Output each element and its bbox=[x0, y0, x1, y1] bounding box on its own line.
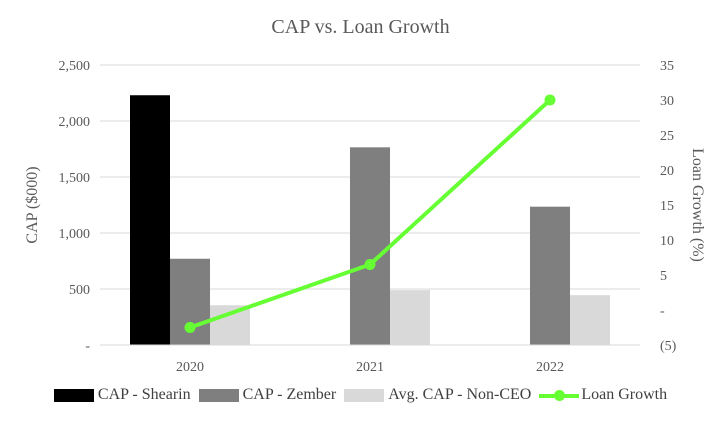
legend-item-non-ceo: Avg. CAP - Non-CEO bbox=[344, 386, 531, 404]
y2-tick-label: 20 bbox=[660, 164, 674, 179]
y2-axis-label: Loan Growth (%) bbox=[689, 148, 706, 262]
legend-swatch-loan-growth bbox=[539, 389, 580, 402]
legend-label-loan-growth: Loan Growth bbox=[581, 386, 668, 403]
bar-cap-shearin bbox=[130, 95, 170, 346]
bar-cap-zember bbox=[350, 147, 390, 345]
legend-swatch-zember bbox=[198, 388, 239, 402]
legend-item-shearin: CAP - Shearin bbox=[53, 386, 191, 404]
axes: - 500 1,000 1,500 2,000 2,500 (5) - 5 10 15 20 25 30 3… bbox=[59, 59, 677, 375]
legend-swatch-non-ceo bbox=[344, 388, 385, 402]
y-tick-label: 1,000 bbox=[59, 227, 91, 242]
y2-tick-label: 30 bbox=[660, 94, 674, 109]
x-tick-label: 2021 bbox=[356, 360, 384, 375]
y2-tick-label: 25 bbox=[660, 129, 674, 144]
y-tick-label: 2,500 bbox=[59, 59, 91, 74]
legend-label-non-ceo: Avg. CAP - Non-CEO bbox=[388, 386, 532, 403]
x-tick-label: 2022 bbox=[536, 360, 564, 375]
y2-tick-label: (5) bbox=[660, 339, 677, 354]
legend-item-loan-growth: Loan Growth bbox=[539, 386, 667, 404]
legend-item-zember: CAP - Zember bbox=[198, 386, 337, 404]
loan-growth-line bbox=[184, 94, 556, 333]
loan-growth-point bbox=[364, 259, 376, 270]
legend-label-shearin: CAP - Shearin bbox=[97, 386, 191, 403]
y-tick-label: 1,500 bbox=[59, 171, 91, 186]
legend-swatch-shearin bbox=[53, 388, 94, 402]
bar-avg-cap-non-ceo bbox=[210, 305, 250, 345]
legend: CAP - Shearin CAP - Zember Avg. CAP - No… bbox=[0, 386, 721, 404]
y2-tick-label: 35 bbox=[660, 59, 674, 74]
bar-avg-cap-non-ceo bbox=[570, 295, 610, 345]
chart-title: CAP vs. Loan Growth bbox=[271, 16, 450, 38]
y2-tick-label: 15 bbox=[660, 199, 674, 214]
y2-tick-label: - bbox=[660, 304, 665, 319]
y-tick-label: 2,000 bbox=[59, 115, 91, 130]
bars bbox=[130, 95, 610, 346]
loan-growth-point bbox=[544, 94, 556, 106]
y-tick-label: 500 bbox=[69, 283, 90, 298]
legend-label-zember: CAP - Zember bbox=[242, 386, 337, 403]
y-tick-label: - bbox=[85, 339, 90, 354]
y2-tick-label: 5 bbox=[660, 269, 667, 284]
bar-avg-cap-non-ceo bbox=[390, 290, 430, 345]
y2-tick-label: 10 bbox=[660, 234, 674, 249]
y-axis-label: CAP ($000) bbox=[24, 166, 41, 243]
x-tick-label: 2020 bbox=[176, 360, 204, 375]
loan-growth-point bbox=[184, 322, 196, 333]
bar-cap-zember bbox=[530, 206, 570, 345]
